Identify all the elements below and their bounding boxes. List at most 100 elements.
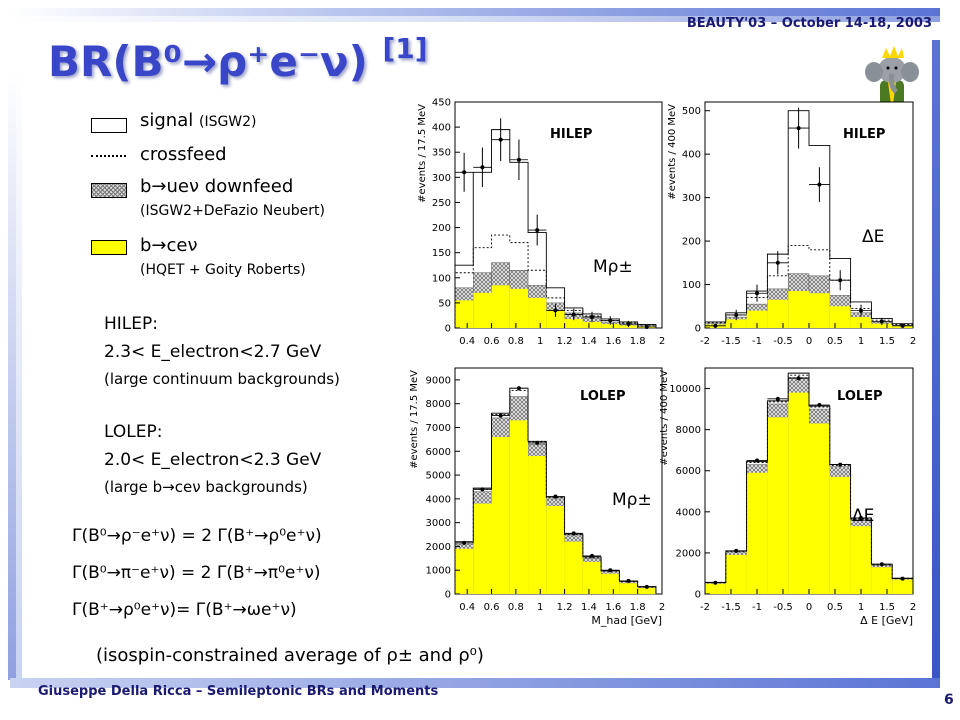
downfeed-bar [891, 578, 914, 595]
conference-header: BEAUTY'03 – October 14-18, 2003 [686, 16, 932, 31]
y-tick-label: 4000 [426, 494, 451, 505]
bce-bar [637, 588, 656, 594]
downfeed-bar [871, 564, 893, 595]
bce-bar [528, 297, 547, 328]
bce-bar [619, 583, 638, 594]
data-point [480, 487, 485, 492]
plot-frame [704, 101, 914, 329]
bce-bar [850, 526, 872, 594]
plot-frame [454, 101, 663, 329]
bce-bar [871, 567, 893, 594]
crossfeed-line [704, 374, 914, 594]
data-point [480, 165, 485, 170]
y-tick-label: 400 [682, 150, 701, 161]
legend-bce-model: (HQET + Goity Roberts) [140, 262, 306, 278]
lolep-note: (large b→ceν backgrounds) [104, 478, 308, 496]
downfeed-bar [850, 312, 872, 329]
x-axis-label: M_had [GeV] [591, 614, 662, 627]
data-point [626, 321, 631, 326]
x-tick-label: 2 [659, 336, 665, 347]
footer-author: Giuseppe Della Ricca – Semileptonic BRs … [38, 684, 439, 699]
data-point [900, 323, 905, 328]
legend-downfeed: b→ueν downfeed [140, 176, 294, 197]
x-tick-label: -0.5 [773, 602, 793, 613]
bce-bar [829, 306, 851, 328]
panel-variable-label: Mρ± [593, 257, 633, 277]
downfeed-bar [725, 551, 747, 595]
bce-bar [725, 319, 747, 328]
data-point [838, 278, 843, 283]
legend-signal-label: signal [140, 110, 194, 131]
top-decor-bar [10, 8, 940, 16]
bce-bar [582, 561, 602, 594]
downfeed-bar [491, 417, 511, 595]
downfeed-bar [704, 323, 727, 329]
y-tick-label: 0 [695, 590, 701, 601]
x-tick-label: -0.5 [773, 336, 793, 347]
top-decor-bar-2 [10, 16, 940, 22]
y-tick-label: 100 [682, 280, 701, 291]
x-tick-label: 1.5 [879, 602, 895, 613]
y-tick-label: 300 [432, 173, 451, 184]
downfeed-bar [619, 323, 638, 329]
y-tick-label: 7000 [426, 423, 451, 434]
data-point [589, 553, 594, 558]
x-tick-label: -1.5 [721, 602, 741, 613]
x-tick-label: 0.8 [508, 602, 524, 613]
isospin-note: (isospin-constrained average of ρ± and ρ… [96, 645, 484, 666]
x-tick-label: 1 [858, 602, 864, 613]
plot-frame [704, 367, 914, 595]
downfeed-bar [746, 303, 768, 329]
x-tick-label: 1 [858, 336, 864, 347]
hilep-label: HILEP: [104, 314, 158, 334]
data-point [859, 308, 863, 313]
downfeed-bar [473, 491, 492, 595]
y-tick-label: 4000 [676, 507, 701, 518]
panel-variable-label: ΔE [862, 227, 884, 247]
bce-bar [546, 310, 565, 328]
signal-line [454, 387, 657, 594]
panel-variable-label: ΔE [852, 506, 874, 526]
downfeed-bar [891, 325, 914, 329]
chart-panel-1: -2 -1.5 -1 -0.5 0 0.5 1 1.5 2 0 100 200 300 400 500 #ev… [667, 101, 916, 347]
data-point [462, 170, 467, 175]
title-reference: [1] [382, 32, 428, 65]
legend-signal-model: (ISGW2) [198, 114, 257, 130]
panel-title: LOLEP [837, 389, 883, 404]
downfeed-bar [725, 316, 747, 329]
data-point [817, 402, 822, 407]
downfeed-bar [473, 272, 492, 329]
x-tick-label: -1 [752, 336, 762, 347]
right-decor-bar [932, 40, 940, 680]
y-axis-label: #events / 400 MeV [659, 370, 670, 466]
x-tick-label: 1.6 [605, 336, 621, 347]
y-tick-label: 0 [445, 590, 451, 601]
crossfeed-legend-swatch [91, 155, 126, 157]
y-tick-label: 10000 [669, 384, 701, 395]
data-point [734, 548, 739, 553]
downfeed-bar [546, 302, 565, 329]
downfeed-bar [787, 376, 810, 595]
data-point [589, 314, 594, 319]
data-point [462, 540, 467, 545]
x-axis-label: Δ E [GeV] [860, 614, 913, 627]
page-number: 6 [944, 692, 954, 708]
bce-bar [491, 436, 510, 594]
bce-bar [892, 579, 913, 594]
x-tick-label: 1.2 [557, 336, 573, 347]
x-tick-label: 0.6 [484, 336, 500, 347]
x-tick-label: -1 [752, 602, 762, 613]
x-tick-label: 0.6 [484, 602, 500, 613]
data-point [553, 494, 558, 499]
y-tick-label: 3000 [426, 518, 451, 529]
crossfeed-line [454, 390, 657, 594]
data-point [879, 562, 884, 567]
data-point [838, 462, 843, 467]
y-tick-label: 200 [432, 223, 451, 234]
downfeed-bar [509, 269, 529, 329]
formula-omega: Γ(B⁺→ρ⁰e⁺ν)= Γ(B⁺→ωe⁺ν) [72, 600, 297, 620]
data-point [755, 458, 759, 463]
legend-bce: b→ceν [140, 235, 198, 256]
y-axis-label: #events / 17.5 MeV [417, 104, 428, 203]
data-point [879, 319, 884, 324]
